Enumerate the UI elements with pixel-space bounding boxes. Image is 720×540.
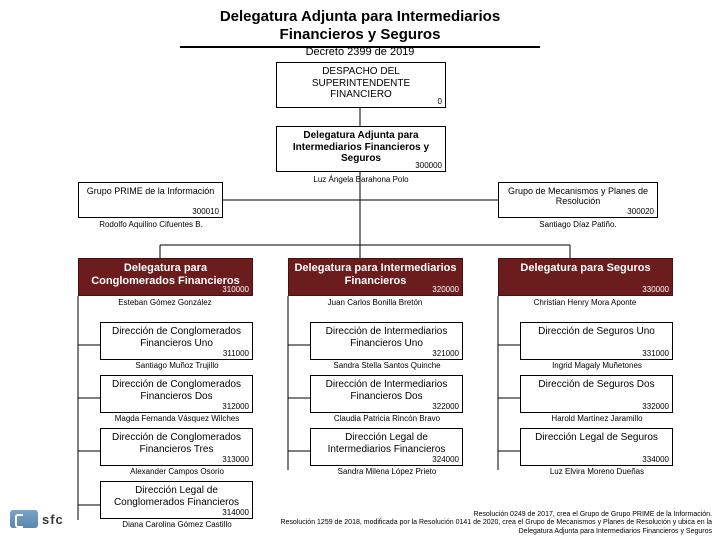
col1-item-2-code: 313000 (222, 455, 249, 464)
title-line1: Delegatura Adjunta para Intermediarios (220, 8, 500, 25)
delegatura-adjunta-box: Delegatura Adjunta para Intermediarios F… (276, 126, 446, 172)
col1-code: 310000 (222, 285, 249, 294)
col3-code: 330000 (642, 285, 669, 294)
col2-item-1: Dirección de Intermediarios Financieros … (310, 375, 463, 413)
col1-item-1-code: 312000 (222, 402, 249, 411)
delegatura-adjunta-code: 300000 (415, 161, 442, 170)
col3-item-1-head: Harold Martínez Jaramillo (512, 414, 682, 423)
col1-item-1-label: Dirección de Conglomerados Financieros D… (112, 379, 241, 402)
side-right-label: Grupo de Mecanismos y Planes de Resoluci… (508, 186, 648, 206)
side-right-code: 300020 (627, 207, 654, 216)
col2-code: 320000 (432, 285, 459, 294)
title-line2: Financieros y Seguros (220, 26, 500, 44)
col3-item-2: Dirección Legal de Seguros 334000 (520, 428, 673, 466)
col3-item-2-code: 334000 (642, 455, 669, 464)
side-left-code: 300010 (192, 207, 219, 216)
col1-item-2-head: Alexander Campos Osorio (92, 467, 262, 476)
col3-item-0-label: Dirección de Seguros Uno (538, 326, 655, 337)
sfc-logo-text: sfc (42, 512, 64, 527)
col3-item-1-code: 332000 (642, 402, 669, 411)
col3-head: Christian Henry Mora Aponte (500, 298, 670, 307)
col2-item-0-head: Sandra Stella Santos Quinche (302, 361, 472, 370)
col3-item-2-label: Dirección Legal de Seguros (535, 432, 658, 443)
col2-item-2-head: Sandra Milena López Prieto (302, 467, 472, 476)
decree-text: Decreto 2399 de 2019 (0, 46, 720, 58)
col3-item-1-label: Dirección de Seguros Dos (538, 379, 654, 390)
col2-item-0-code: 321000 (432, 349, 459, 358)
col3-title: Delegatura para Seguros (520, 262, 650, 274)
col1-title: Delegatura para Conglomerados Financiero… (91, 262, 240, 287)
col2-item-1-head: Claudia Patricia Rincón Bravo (302, 414, 472, 423)
col1-item-2-label: Dirección de Conglomerados Financieros T… (112, 432, 241, 455)
col1-item-3-head: Diana Carolina Gómez Castillo (92, 520, 262, 529)
col1-head: Esteban Gómez González (80, 298, 250, 307)
col3-item-0: Dirección de Seguros Uno 331000 (520, 322, 673, 360)
col1-item-0-head: Santiago Muñoz Trujillo (92, 361, 262, 370)
col2-item-1-code: 322000 (432, 402, 459, 411)
col2-item-2-label: Dirección Legal de Intermediarios Financ… (328, 432, 446, 455)
col1-item-3-label: Dirección Legal de Conglomerados Financi… (114, 485, 239, 508)
col1-item-2: Dirección de Conglomerados Financieros T… (100, 428, 253, 466)
col2-title: Delegatura para Intermediarios Financier… (294, 262, 456, 287)
col1-item-1: Dirección de Conglomerados Financieros D… (100, 375, 253, 413)
col1-item-3-code: 314000 (222, 508, 249, 517)
col1-item-3: Dirección Legal de Conglomerados Financi… (100, 481, 253, 519)
side-left-head: Rodolfo Aquilino Cifuentes B. (66, 220, 236, 229)
delegatura-adjunta-head: Luz Ángela Barahona Polo (276, 175, 446, 184)
root-box: DESPACHO DEL SUPERINTENDENTE FINANCIERO … (276, 62, 446, 108)
side-left-box: Grupo PRIME de la Información 300010 (78, 182, 223, 218)
delegatura-adjunta-label: Delegatura Adjunta para Intermediarios F… (293, 130, 429, 164)
col2-item-2-code: 324000 (432, 455, 459, 464)
col1-item-1-head: Magda Fernanda Vásquez Wilches (92, 414, 262, 423)
root-label: DESPACHO DEL SUPERINTENDENTE FINANCIERO (312, 66, 410, 100)
col2-item-1-label: Dirección de Intermediarios Financieros … (326, 379, 448, 402)
root-code: 0 (438, 97, 442, 106)
col1-item-0: Dirección de Conglomerados Financieros U… (100, 322, 253, 360)
footnote-1: Resolución 0249 de 2017, crea el Grupo d… (473, 511, 712, 518)
col3-item-0-head: Ingrid Magaly Muñetones (512, 361, 682, 370)
col1-item-0-label: Dirección de Conglomerados Financieros U… (112, 326, 241, 349)
col3-item-0-code: 331000 (642, 349, 669, 358)
col3-header: Delegatura para Seguros 330000 (498, 258, 673, 296)
footnote: Resolución 0249 de 2017, crea el Grupo d… (250, 511, 712, 536)
sfc-logo-mark (10, 510, 38, 528)
col1-item-0-code: 311000 (223, 349, 249, 358)
col2-header: Delegatura para Intermediarios Financier… (288, 258, 463, 296)
col3-item-1: Dirección de Seguros Dos 332000 (520, 375, 673, 413)
side-right-head: Santiago Díaz Patiño. (493, 220, 663, 229)
col2-item-0: Dirección de Intermediarios Financieros … (310, 322, 463, 360)
col2-item-2: Dirección Legal de Intermediarios Financ… (310, 428, 463, 466)
side-left-label: Grupo PRIME de la Información (87, 186, 215, 196)
side-right-box: Grupo de Mecanismos y Planes de Resoluci… (498, 182, 658, 218)
footnote-2: Resolución 1259 de 2018, modificada por … (280, 519, 712, 534)
sfc-logo: sfc (10, 510, 64, 528)
page-title: Delegatura Adjunta para Intermediarios F… (0, 8, 720, 48)
col2-head: Juan Carlos Bonilla Bretón (290, 298, 460, 307)
col3-item-2-head: Luz Elvira Moreno Dueñas (512, 467, 682, 476)
col1-header: Delegatura para Conglomerados Financiero… (78, 258, 253, 296)
col2-item-0-label: Dirección de Intermediarios Financieros … (326, 326, 448, 349)
